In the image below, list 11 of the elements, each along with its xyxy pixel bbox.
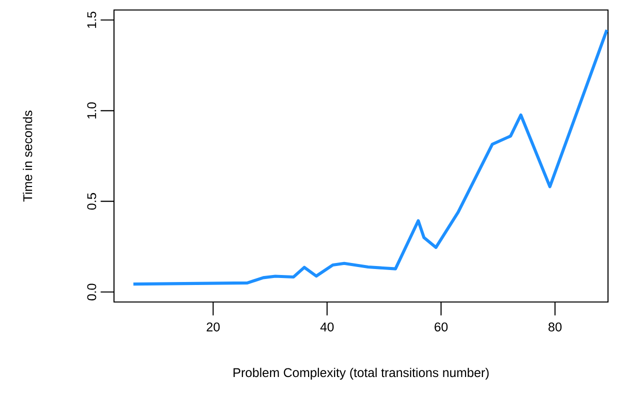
x-tick-label: 80 xyxy=(548,322,562,332)
x-tick-label: 40 xyxy=(320,322,334,332)
y-tick-label: 0.5 xyxy=(87,193,96,210)
y-tick-label: 1.5 xyxy=(87,12,96,28)
x-axis-title: Problem Complexity (total transitions number) xyxy=(234,368,489,380)
line-series xyxy=(132,28,608,286)
x-tick-label: 20 xyxy=(206,322,220,332)
y-axis-title: Time in seconds xyxy=(22,110,32,202)
y-tick-label: 0.0 xyxy=(87,284,96,300)
y-tick-label: 1.0 xyxy=(87,102,96,118)
x-tick-label: 60 xyxy=(434,322,448,332)
